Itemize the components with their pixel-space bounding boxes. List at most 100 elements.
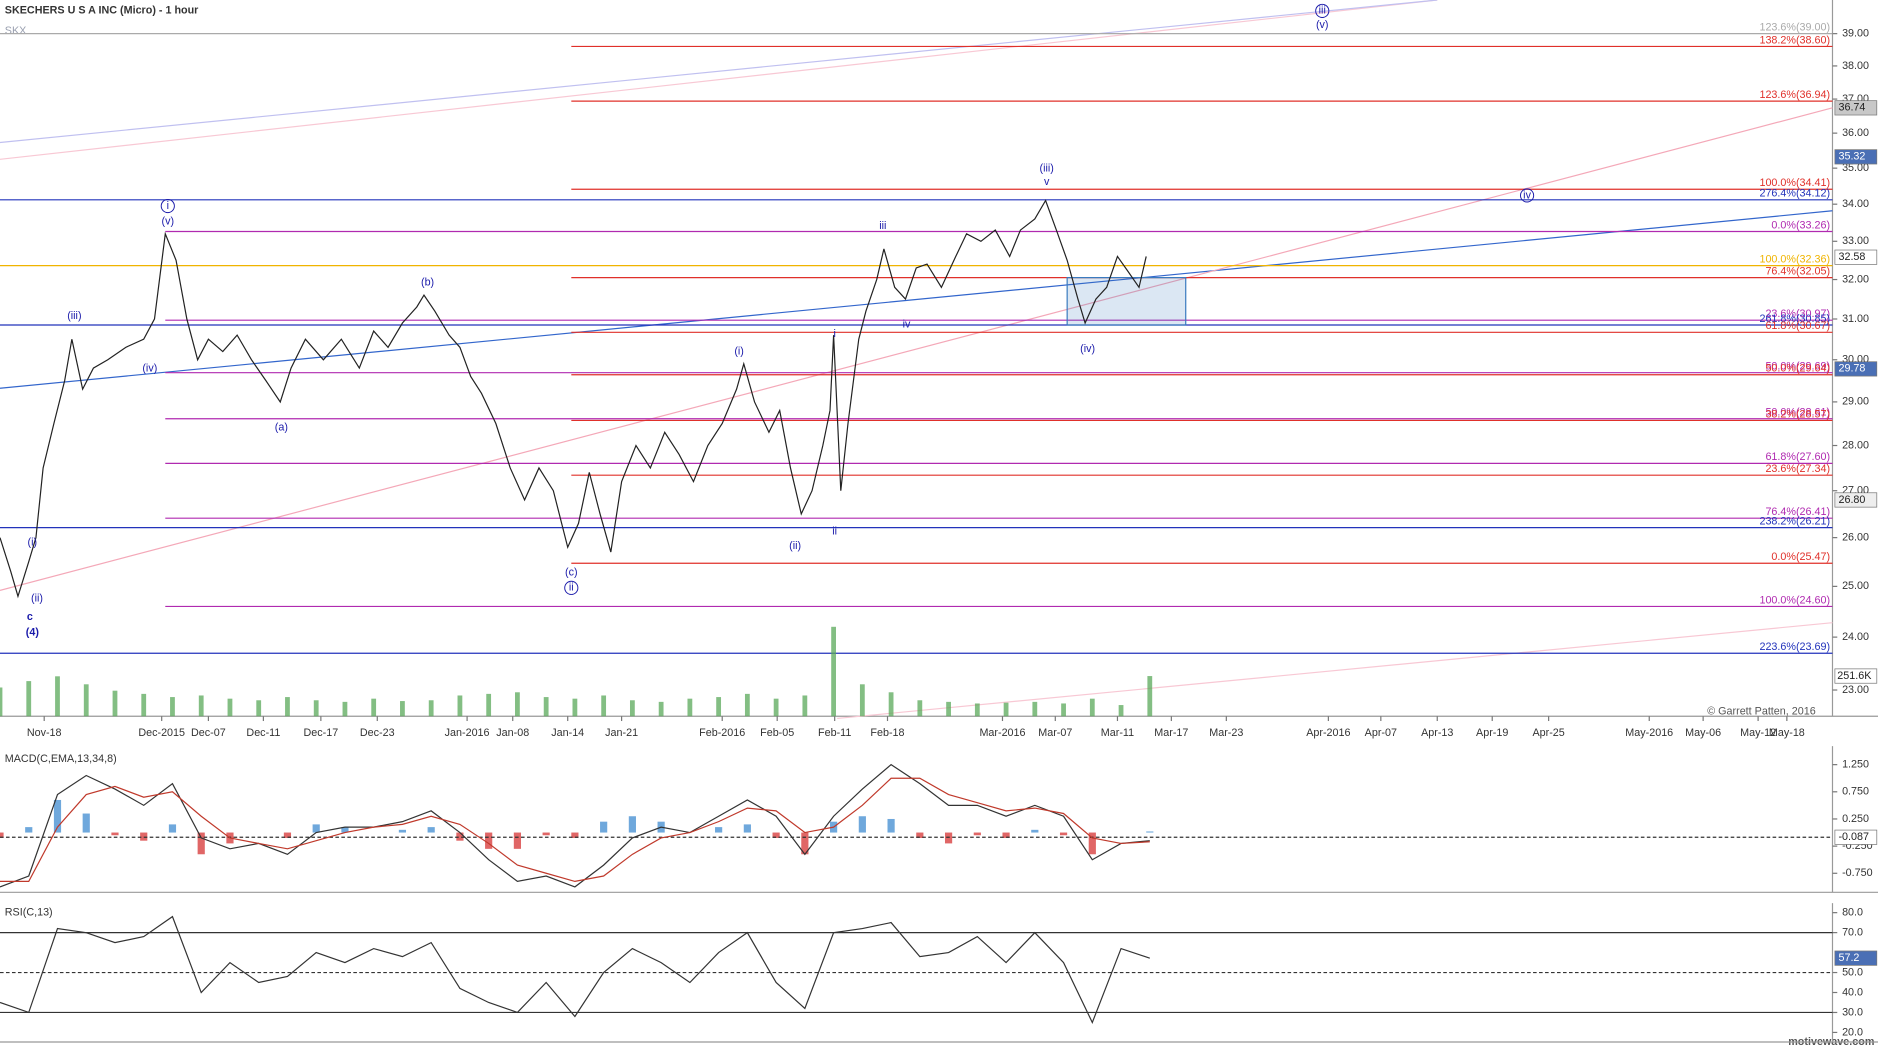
volume-bar xyxy=(1089,698,1095,717)
wave-label: iv xyxy=(903,318,911,330)
x-tick-label: Jan-21 xyxy=(605,727,638,739)
fib-level-label: 123.6%(39.00) xyxy=(1759,22,1830,34)
copyright: © Garrett Patten, 2016 xyxy=(1707,705,1815,717)
price-tag-label: 26.80 xyxy=(1838,494,1865,506)
histogram-bar xyxy=(801,832,809,855)
histogram-bar xyxy=(944,832,953,844)
wave-label: iii xyxy=(879,220,886,232)
x-tick-label: Mar-11 xyxy=(1101,727,1134,739)
volume-bar xyxy=(888,692,894,717)
fib-level-label: 38.2%(28.57) xyxy=(1765,408,1830,420)
volume-bar xyxy=(400,701,405,717)
wave-label: iii xyxy=(1319,5,1326,17)
price-tag xyxy=(1834,249,1878,265)
price-tag-label: 29.78 xyxy=(1838,363,1865,375)
histogram-bar xyxy=(485,832,493,849)
wave-label: ii xyxy=(832,526,837,538)
y-tick-label: 20.0 xyxy=(1842,1026,1863,1038)
y-tick-label: 26.00 xyxy=(1842,531,1869,543)
x-tick-label: Mar-2016 xyxy=(979,727,1025,739)
histogram-bar xyxy=(973,832,981,836)
fib-level-label: 0.0%(33.26) xyxy=(1771,219,1830,231)
wave-label: (i) xyxy=(734,346,744,358)
x-tick-label: Jan-14 xyxy=(551,727,584,739)
price-line xyxy=(0,199,1147,599)
x-tick-label: Dec-23 xyxy=(360,727,395,739)
volume-bar xyxy=(0,687,3,717)
fib-level-label: 261.8%(30.85) xyxy=(1759,313,1830,325)
macd-line xyxy=(0,763,1150,888)
wave-label: (v) xyxy=(162,216,175,228)
fib-level-label: 76.4%(26.41) xyxy=(1765,506,1830,518)
wave-label: (c) xyxy=(565,566,578,578)
fib-level-label: 100.0%(24.60) xyxy=(1759,594,1830,606)
histogram-bar xyxy=(743,824,751,833)
wave-circle xyxy=(1315,3,1330,18)
fib-level-label: 50.0%(28.61) xyxy=(1765,407,1830,419)
fib-level-label: 223.6%(23.69) xyxy=(1759,641,1830,653)
volume-bar xyxy=(1061,703,1066,717)
wave-label: iv xyxy=(1523,189,1531,201)
price-tag xyxy=(1834,149,1878,165)
wave-label: (iv) xyxy=(1080,343,1095,355)
histogram-bar xyxy=(600,821,608,833)
trendline xyxy=(0,210,1833,389)
volume-bar xyxy=(946,701,951,717)
price-tag xyxy=(1834,829,1878,845)
wave-label: c xyxy=(27,611,33,623)
histogram-bar xyxy=(772,832,780,838)
x-tick-label: Dec-07 xyxy=(191,727,226,739)
volume-bar xyxy=(141,693,147,717)
volume-tag xyxy=(1834,668,1878,684)
histogram-bar xyxy=(0,832,4,838)
fib-level-label: 100.0%(34.41) xyxy=(1759,177,1830,189)
histogram-bar xyxy=(283,832,292,838)
volume-bar xyxy=(170,697,175,717)
fib-level-label: 276.4%(34.12) xyxy=(1759,188,1830,200)
volume-bar xyxy=(227,698,233,717)
x-tick-label: Mar-07 xyxy=(1038,727,1072,739)
histogram-bar xyxy=(1146,831,1154,833)
x-tick-label: May-12 xyxy=(1740,727,1776,739)
wave-label: (a) xyxy=(275,421,288,433)
fib-level-label: 50.0%(29.69) xyxy=(1765,361,1830,373)
histogram-bar xyxy=(341,827,349,833)
x-tick-label: Mar-17 xyxy=(1154,727,1188,739)
histogram-bar xyxy=(312,824,320,833)
x-tick-label: May-06 xyxy=(1685,727,1721,739)
price-tag xyxy=(1834,492,1878,508)
y-tick-label: 34.00 xyxy=(1842,198,1869,210)
volume-bar xyxy=(831,626,836,717)
volume-bar xyxy=(802,695,808,717)
wave-circle xyxy=(1520,188,1535,203)
volume-bar xyxy=(55,676,60,717)
wave-label: i xyxy=(167,200,169,212)
x-tick-label: Apr-07 xyxy=(1365,727,1397,739)
volume-bar xyxy=(687,698,693,717)
y-tick-label: 33.00 xyxy=(1842,235,1869,247)
volume-bar xyxy=(859,684,865,717)
x-tick-label: Jan-2016 xyxy=(445,727,490,739)
fib-level-label: 123.6%(36.94) xyxy=(1759,89,1830,101)
histogram-bar xyxy=(1002,832,1010,838)
volume-bar xyxy=(457,695,463,717)
histogram-bar xyxy=(715,827,723,833)
wave-label: (iii) xyxy=(67,310,81,322)
histogram-bar xyxy=(82,813,90,833)
x-tick-label: May-2016 xyxy=(1625,727,1673,739)
fib-level-label: 76.4%(32.05) xyxy=(1765,265,1830,277)
price-tag xyxy=(1834,361,1878,377)
fib-level-label: 238.2%(26.21) xyxy=(1759,515,1830,527)
volume-bar xyxy=(744,693,750,717)
wave-circle xyxy=(564,580,579,595)
trendline xyxy=(0,0,1438,160)
histogram-bar xyxy=(858,816,866,833)
trendline xyxy=(837,622,1833,720)
histogram-bar xyxy=(571,832,579,838)
wave-label: (b) xyxy=(421,276,434,288)
y-tick-label: 50.0 xyxy=(1842,966,1863,978)
wave-label: (ii) xyxy=(789,540,801,552)
y-tick-label: -0.750 xyxy=(1842,867,1873,879)
volume-bar xyxy=(543,697,549,717)
